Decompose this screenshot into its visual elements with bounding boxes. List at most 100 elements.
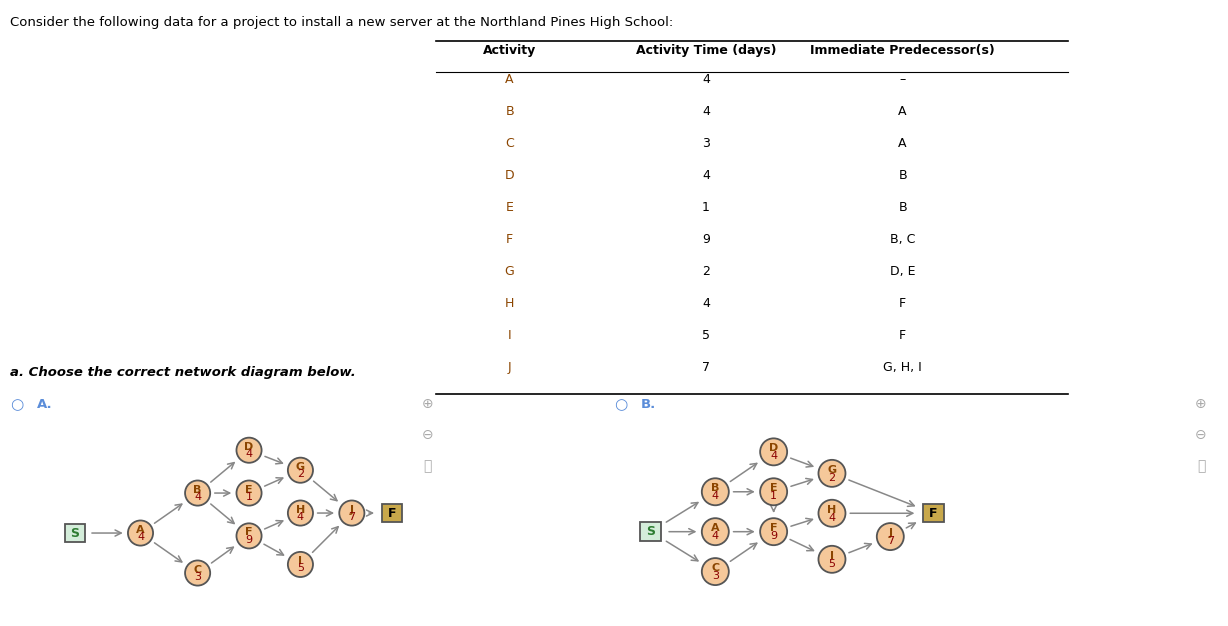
Text: ○: ○ — [614, 398, 628, 413]
Text: 4: 4 — [702, 169, 710, 182]
Text: E: E — [770, 483, 777, 493]
Text: F: F — [899, 297, 906, 310]
Text: G: G — [296, 462, 305, 472]
Text: a. Choose the correct network diagram below.: a. Choose the correct network diagram be… — [10, 366, 356, 379]
Text: 5: 5 — [297, 563, 305, 573]
Text: C: C — [194, 565, 201, 575]
Text: J: J — [350, 505, 354, 515]
Text: A: A — [899, 105, 906, 118]
Text: D: D — [505, 169, 515, 182]
Circle shape — [701, 558, 729, 585]
Circle shape — [128, 520, 154, 546]
Text: A: A — [899, 137, 906, 150]
Text: I: I — [298, 556, 302, 566]
Text: 4: 4 — [712, 491, 718, 501]
Text: F: F — [930, 507, 937, 520]
Text: A: A — [711, 523, 720, 533]
Text: B: B — [898, 201, 907, 214]
Circle shape — [818, 460, 846, 487]
Text: ⧉: ⧉ — [1197, 459, 1205, 473]
Text: 7: 7 — [887, 536, 894, 546]
FancyBboxPatch shape — [923, 504, 943, 523]
Text: 9: 9 — [770, 531, 777, 541]
Text: J: J — [888, 528, 893, 538]
Text: G: G — [828, 464, 836, 475]
Text: 2: 2 — [702, 265, 710, 278]
Text: 4: 4 — [194, 492, 201, 502]
FancyBboxPatch shape — [382, 505, 402, 521]
Text: 2: 2 — [829, 473, 835, 483]
Text: ⊖: ⊖ — [1195, 428, 1207, 442]
FancyBboxPatch shape — [65, 525, 85, 541]
Circle shape — [237, 438, 262, 463]
Text: 4: 4 — [702, 105, 710, 118]
Circle shape — [701, 478, 729, 505]
Text: 3: 3 — [702, 137, 710, 150]
Text: B.: B. — [641, 398, 656, 411]
Text: H: H — [505, 297, 515, 310]
Text: D: D — [244, 442, 254, 452]
Text: F: F — [388, 506, 397, 520]
Text: ⊕: ⊕ — [421, 397, 433, 411]
Circle shape — [339, 500, 365, 526]
Text: 5: 5 — [829, 558, 835, 568]
Text: 4: 4 — [702, 297, 710, 310]
Text: 7: 7 — [349, 512, 355, 522]
Circle shape — [185, 560, 210, 585]
Circle shape — [760, 518, 787, 545]
Text: 4: 4 — [770, 451, 777, 461]
Text: 4: 4 — [297, 512, 305, 522]
Text: 3: 3 — [194, 572, 201, 582]
Text: F: F — [899, 329, 906, 342]
Text: 1: 1 — [702, 201, 710, 214]
Text: 4: 4 — [702, 73, 710, 86]
Text: ○: ○ — [10, 398, 23, 413]
Circle shape — [287, 552, 313, 577]
Text: F: F — [246, 528, 253, 538]
Text: I: I — [508, 329, 511, 342]
Text: S: S — [70, 526, 80, 540]
Text: F: F — [770, 523, 777, 533]
Text: ⊕: ⊕ — [1195, 397, 1207, 411]
Circle shape — [818, 500, 846, 526]
Text: A: A — [506, 73, 513, 86]
Text: G: G — [505, 265, 515, 278]
Text: E: E — [506, 201, 513, 214]
Text: 1: 1 — [246, 492, 253, 502]
Text: 4: 4 — [246, 449, 253, 459]
FancyBboxPatch shape — [641, 523, 661, 541]
Text: H: H — [828, 505, 836, 515]
Text: B: B — [898, 169, 907, 182]
Text: C: C — [711, 563, 720, 573]
Text: I: I — [830, 551, 834, 561]
Text: ⧉: ⧉ — [424, 459, 431, 473]
Circle shape — [701, 518, 729, 545]
Text: Immediate Predecessor(s): Immediate Predecessor(s) — [810, 44, 995, 57]
Text: 9: 9 — [702, 233, 710, 246]
Text: D, E: D, E — [890, 265, 915, 278]
Text: E: E — [246, 485, 253, 495]
Text: J: J — [508, 361, 511, 374]
Text: F: F — [506, 233, 513, 246]
Text: –: – — [899, 73, 906, 86]
Circle shape — [877, 523, 904, 550]
Text: D: D — [769, 443, 779, 453]
Text: ⊖: ⊖ — [421, 428, 433, 442]
Text: B, C: B, C — [890, 233, 915, 246]
Text: A.: A. — [37, 398, 53, 411]
Text: B: B — [711, 483, 720, 493]
Text: Activity: Activity — [483, 44, 537, 57]
Circle shape — [287, 458, 313, 483]
Text: 2: 2 — [297, 470, 305, 480]
Circle shape — [760, 478, 787, 505]
Text: 3: 3 — [712, 571, 718, 581]
Text: Activity Time (days): Activity Time (days) — [636, 44, 776, 57]
Text: 4: 4 — [138, 532, 144, 542]
Text: 4: 4 — [712, 531, 718, 541]
Text: 1: 1 — [770, 491, 777, 501]
Circle shape — [237, 481, 262, 506]
Text: Consider the following data for a project to install a new server at the Northla: Consider the following data for a projec… — [10, 16, 673, 29]
Circle shape — [185, 481, 210, 506]
Text: S: S — [646, 525, 656, 538]
Circle shape — [237, 523, 262, 548]
